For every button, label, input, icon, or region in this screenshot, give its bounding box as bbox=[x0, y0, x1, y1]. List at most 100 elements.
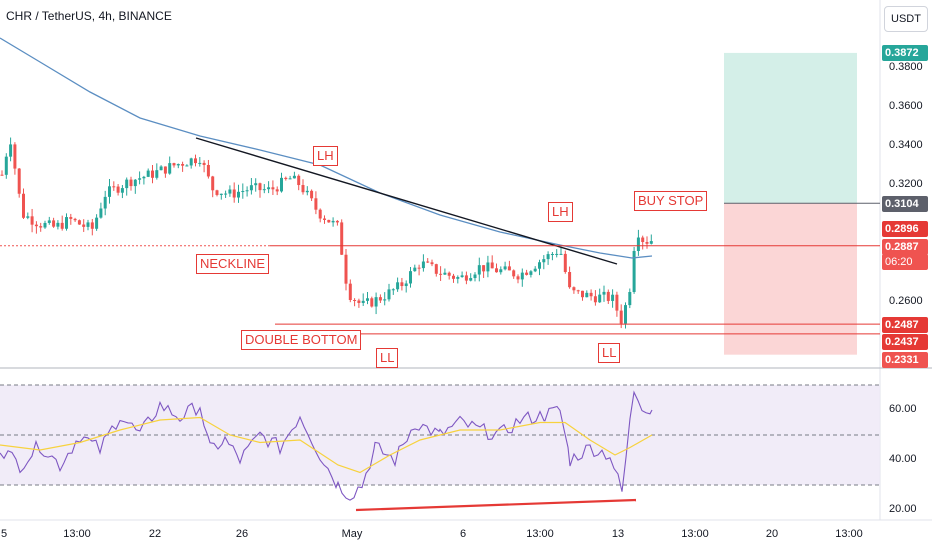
candle-body bbox=[327, 219, 331, 223]
rsi-ma-line bbox=[0, 416, 653, 474]
candle-body bbox=[361, 300, 365, 303]
candle-body bbox=[550, 254, 554, 256]
candle-body bbox=[357, 300, 361, 303]
candle-body bbox=[323, 218, 326, 220]
candle-body bbox=[275, 189, 279, 192]
lower-low-label[interactable]: LL bbox=[598, 343, 621, 363]
descending-trendline bbox=[195, 137, 618, 265]
candle-body bbox=[452, 275, 455, 279]
candle-body bbox=[383, 299, 387, 301]
candle-body bbox=[129, 179, 133, 187]
candle-body bbox=[593, 296, 597, 303]
candle-body bbox=[198, 162, 202, 164]
candle-body bbox=[163, 166, 167, 174]
candle-body bbox=[413, 267, 417, 272]
candle-body bbox=[378, 297, 382, 301]
candle-body bbox=[142, 176, 146, 179]
support-2-label: 0.2437 bbox=[882, 334, 928, 350]
candle-body bbox=[22, 193, 25, 218]
candle-body bbox=[185, 165, 189, 167]
time-tick: 13:00 bbox=[681, 528, 709, 540]
candle-body bbox=[576, 290, 580, 292]
rsi-tick: 60.00 bbox=[889, 403, 917, 415]
candle-body bbox=[641, 237, 645, 243]
candle-body bbox=[86, 222, 90, 227]
candle-body bbox=[632, 250, 636, 293]
candle-body bbox=[103, 196, 107, 209]
symbol-title: CHR / TetherUS, 4h, BINANCE bbox=[6, 9, 172, 23]
candle-body bbox=[82, 224, 86, 227]
candle-body bbox=[611, 294, 615, 301]
price-tick: 0.2600 bbox=[889, 295, 923, 307]
lower-high-label[interactable]: LH bbox=[548, 202, 573, 222]
lower-low-label[interactable]: LL bbox=[376, 348, 399, 368]
candle-body bbox=[30, 216, 34, 225]
candle-body bbox=[77, 220, 81, 225]
stop-zone bbox=[724, 203, 857, 355]
lower-high-label[interactable]: LH bbox=[313, 146, 338, 166]
candle-body bbox=[151, 170, 154, 178]
candle-body bbox=[133, 179, 137, 187]
candle-body bbox=[516, 276, 520, 280]
candle-body bbox=[456, 277, 460, 279]
candle-body bbox=[254, 183, 258, 186]
candle-body bbox=[628, 292, 632, 306]
double-bottom-label[interactable]: DOUBLE BOTTOM bbox=[241, 330, 362, 350]
candle-body bbox=[555, 253, 559, 255]
candle-body bbox=[409, 271, 412, 284]
candle-body bbox=[284, 177, 288, 180]
price-tick: 0.3200 bbox=[889, 178, 923, 190]
candle-body bbox=[447, 272, 451, 276]
candle-body bbox=[598, 294, 602, 303]
candle-body bbox=[568, 272, 572, 288]
candle-body bbox=[344, 254, 348, 284]
candle-body bbox=[482, 265, 486, 272]
candle-body bbox=[194, 158, 197, 164]
candle-body bbox=[301, 185, 305, 193]
candle-body bbox=[13, 144, 17, 169]
candle-body bbox=[237, 191, 240, 198]
time-tick: 13:00 bbox=[835, 528, 863, 540]
candle-body bbox=[581, 290, 584, 298]
candle-body bbox=[155, 170, 159, 178]
candle-body bbox=[95, 217, 99, 229]
candle-body bbox=[430, 262, 434, 265]
candle-body bbox=[292, 175, 296, 179]
candle-body bbox=[473, 274, 477, 279]
candle-body bbox=[47, 220, 51, 223]
candle-body bbox=[486, 262, 490, 272]
candle-body bbox=[645, 242, 649, 244]
candle-body bbox=[4, 156, 8, 175]
currency-button[interactable]: USDT bbox=[884, 6, 928, 32]
entry-price-label: 0.3104 bbox=[882, 196, 928, 212]
candle-body bbox=[125, 179, 129, 189]
buy-stop-label[interactable]: BUY STOP bbox=[634, 191, 708, 211]
time-tick: 5 bbox=[0, 528, 8, 540]
support-1-label: 0.2487 bbox=[882, 317, 928, 333]
candle-body bbox=[490, 262, 494, 269]
candle-body bbox=[56, 222, 60, 227]
candle-body bbox=[159, 166, 163, 171]
candle-body bbox=[391, 289, 395, 291]
candle-body bbox=[245, 190, 249, 192]
candle-body bbox=[499, 269, 503, 273]
candle-body bbox=[172, 163, 176, 166]
time-tick: 20 bbox=[765, 528, 779, 540]
time-tick: 13:00 bbox=[63, 528, 91, 540]
candle-body bbox=[189, 158, 193, 166]
neckline-label[interactable]: NECKLINE bbox=[196, 254, 270, 274]
rsi-tick: 20.00 bbox=[889, 503, 917, 515]
candle-body bbox=[525, 272, 529, 275]
candle-body bbox=[366, 298, 369, 301]
candle-body bbox=[434, 264, 438, 274]
candle-body bbox=[280, 177, 283, 192]
time-tick: 26 bbox=[235, 528, 249, 540]
candle-body bbox=[417, 267, 421, 269]
candle-body bbox=[563, 253, 567, 273]
candle-body bbox=[108, 186, 111, 197]
candle-body bbox=[624, 305, 627, 324]
candle-body bbox=[206, 164, 210, 177]
candle-body bbox=[0, 174, 4, 176]
candle-body bbox=[533, 268, 537, 272]
